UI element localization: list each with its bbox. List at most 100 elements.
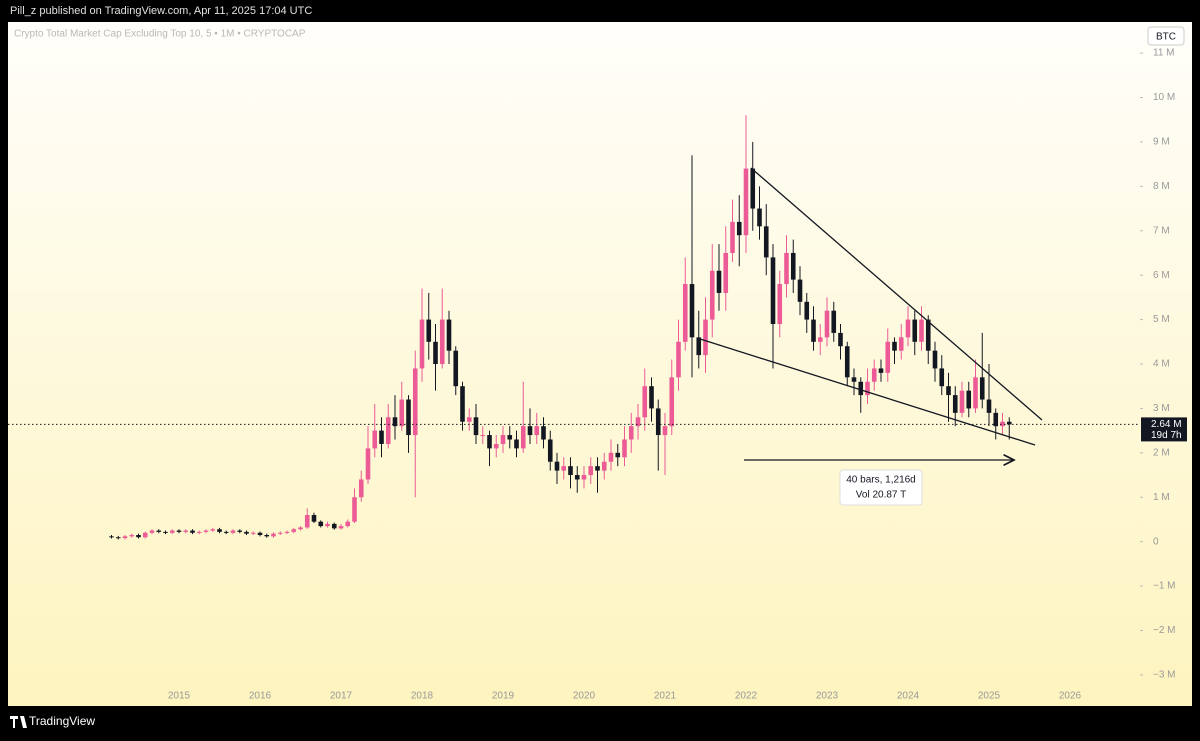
candle-body (547, 439, 553, 462)
candle-body (352, 497, 357, 522)
y-tick-label: −1 M (1153, 581, 1176, 592)
candle-body (905, 319, 911, 338)
candle-body (284, 531, 290, 533)
candle-body (196, 531, 202, 533)
candle-body (223, 531, 229, 533)
candle-body (730, 221, 735, 253)
candle-body (655, 408, 661, 436)
candle-body (892, 341, 897, 351)
candle-body (507, 435, 513, 440)
candle-body (217, 529, 222, 532)
candle-body (601, 461, 607, 471)
candle-body (372, 430, 378, 449)
candle-body (541, 426, 546, 440)
candle-body (129, 535, 135, 537)
candle-body (581, 475, 587, 480)
candle-body (115, 537, 121, 539)
candle-body (635, 417, 641, 427)
publish-info: Pill_z published on TradingView.com, Apr… (10, 5, 312, 17)
candle-body (932, 350, 938, 369)
candle-body (925, 319, 931, 351)
y-tick-label: 9 M (1153, 137, 1170, 148)
x-tick-label: 2022 (735, 691, 758, 702)
x-tick-label: 2023 (816, 691, 839, 702)
candle-body (453, 350, 459, 387)
candle-body (190, 530, 195, 533)
candle-body (628, 426, 634, 440)
measure-bars: 40 bars, 1,216d (846, 475, 916, 486)
candle-body (419, 319, 425, 369)
plot-background (8, 22, 1192, 706)
footer-brand: TradingView (29, 714, 95, 728)
candle-body (784, 252, 789, 285)
candle-body (966, 390, 972, 409)
candle-body (858, 381, 864, 396)
logo-icon (10, 716, 27, 728)
candle-body (338, 526, 344, 529)
candle-body (939, 368, 945, 387)
candle-body (878, 368, 884, 373)
y-tick-label: 0 (1153, 536, 1159, 547)
candle-body (757, 208, 762, 227)
candle-body (912, 319, 918, 342)
candle-body (797, 279, 803, 302)
x-tick-label: 2015 (168, 691, 191, 702)
y-tick-label: 7 M (1153, 225, 1170, 236)
candle-body (136, 535, 141, 538)
symbol-title: Crypto Total Market Cap Excluding Top 10… (14, 29, 306, 40)
candle-body (770, 257, 776, 325)
candle-body (325, 523, 330, 527)
candle-body (311, 515, 317, 522)
y-tick-label: 6 M (1153, 270, 1170, 281)
candle-body (1006, 421, 1012, 425)
y-tick-label: 3 M (1153, 403, 1170, 414)
candle-body (460, 386, 465, 422)
candle-body (811, 319, 816, 342)
candle-body (669, 377, 675, 427)
countdown-label: 19d 7h (1151, 430, 1182, 441)
candle-body (723, 252, 729, 293)
candle-body (554, 461, 560, 471)
candle-body (608, 452, 614, 462)
y-tick-label: 1 M (1153, 492, 1170, 503)
candle-body (385, 417, 391, 444)
currency-box[interactable] (1147, 26, 1185, 46)
candle-body (109, 536, 114, 538)
candle-body (304, 515, 310, 528)
candle-body (331, 523, 337, 529)
x-tick-label: 2024 (897, 691, 920, 702)
candle-body (345, 521, 351, 527)
candle-body (716, 270, 722, 293)
candle-body (844, 346, 850, 378)
candle-body (244, 531, 249, 534)
candle-body (203, 530, 209, 532)
candle-body (865, 381, 870, 396)
candle-body (595, 466, 600, 471)
candle-body (149, 530, 155, 533)
candle-body (169, 530, 175, 533)
footer-bar (0, 706, 1200, 736)
candle-body (210, 529, 216, 531)
candle-body (790, 252, 796, 280)
candle-body (493, 443, 499, 449)
y-tick-label: −3 M (1153, 670, 1176, 681)
candle-body (271, 533, 276, 537)
currency: BTC (1156, 32, 1176, 43)
candle-body (520, 426, 526, 449)
candle-body (763, 226, 769, 258)
candle-body (851, 377, 857, 382)
x-tick-label: 2026 (1059, 691, 1082, 702)
candle-body (709, 270, 715, 320)
candle-body (750, 168, 756, 209)
candle-body (473, 417, 479, 436)
candle-body (156, 530, 162, 532)
y-tick-label: 8 M (1153, 181, 1170, 192)
candle-body (250, 532, 256, 534)
x-tick-label: 2020 (573, 691, 596, 702)
candle-body (237, 530, 243, 532)
candle-body (1000, 421, 1005, 427)
candle-body (176, 530, 182, 532)
candle-body (230, 530, 236, 533)
candle-body (412, 368, 418, 436)
candle-body (959, 390, 965, 413)
